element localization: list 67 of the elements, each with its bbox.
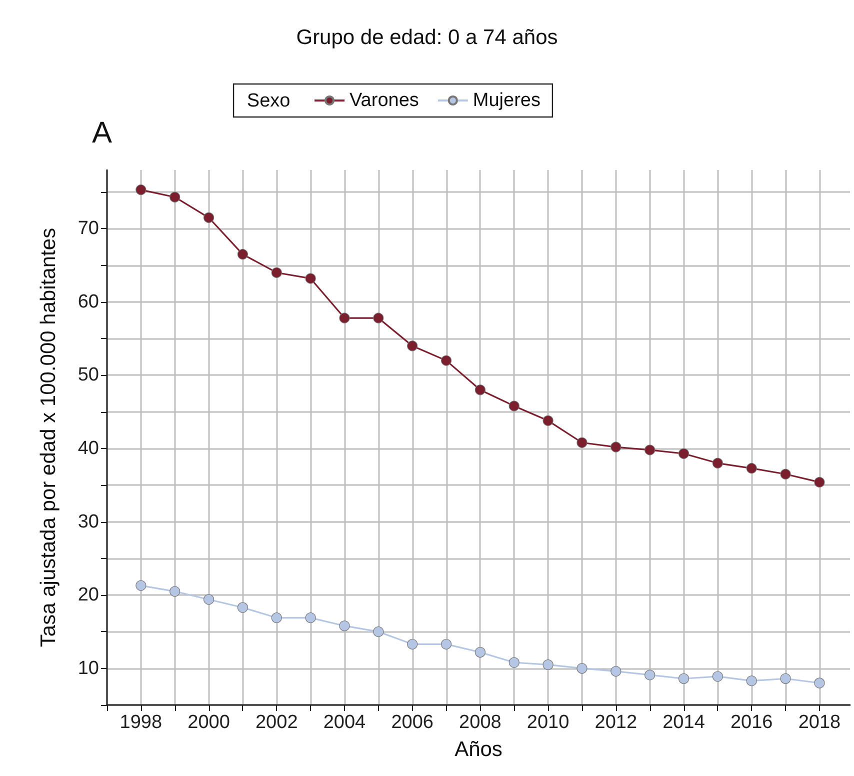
point (576, 663, 588, 674)
x-tick-label: 2016 (730, 712, 773, 733)
y-tick-label: 30 (78, 511, 99, 532)
point (610, 666, 622, 677)
point (780, 468, 791, 480)
point (136, 184, 146, 196)
x-tick-label: 2010 (526, 712, 570, 733)
point (203, 212, 214, 223)
point (644, 444, 656, 456)
point (407, 638, 418, 650)
point (237, 602, 248, 613)
point (237, 248, 248, 260)
point (271, 612, 282, 624)
point (508, 657, 520, 668)
point (814, 476, 825, 488)
point (203, 594, 214, 605)
point (508, 400, 520, 412)
point (339, 312, 350, 324)
point (814, 678, 825, 688)
point (712, 671, 723, 682)
point (440, 355, 452, 366)
point (170, 586, 180, 597)
text: A (92, 116, 112, 150)
x-tick-label: 2014 (662, 712, 706, 733)
point (373, 312, 384, 324)
legend-label: Mujeres (472, 90, 540, 111)
y-tick-label: 10 (78, 658, 99, 679)
y-tick-label: 70 (78, 218, 99, 240)
y-tick-label: 40 (78, 438, 99, 459)
point (780, 673, 791, 684)
y-tick-label: 60 (78, 291, 99, 312)
point (678, 673, 690, 684)
x-tick-label: 1998 (120, 712, 162, 733)
legend-label: Varones (350, 90, 419, 111)
x-tick-label: 2004 (323, 712, 366, 733)
point (407, 340, 418, 352)
point (474, 646, 486, 658)
point (271, 267, 282, 278)
x-tick-label: 2018 (798, 712, 841, 733)
point (373, 626, 384, 638)
point (474, 384, 486, 396)
x-tick-label: 2008 (459, 712, 502, 733)
point (712, 458, 723, 468)
point (746, 676, 757, 686)
y-tick-label: 20 (78, 584, 99, 606)
point (305, 612, 316, 624)
point (305, 273, 316, 284)
point (440, 638, 452, 650)
point (678, 448, 690, 459)
x-tick-label: 2006 (391, 712, 434, 733)
x-tick-label: 2000 (188, 712, 230, 733)
point (339, 620, 350, 632)
x-tick-label: 2002 (255, 712, 298, 733)
point (610, 442, 622, 452)
x-tick-label: 2012 (594, 712, 638, 733)
point (136, 580, 146, 591)
point (746, 462, 757, 474)
point (644, 670, 656, 680)
point (542, 415, 554, 426)
chart-title: Grupo de edad: 0 a 74 años (296, 26, 558, 49)
y-axis-title: Tasa ajustada por edad x 100.000 habitantes (37, 228, 60, 648)
y-tick-label: 50 (78, 364, 99, 386)
legend-title: Sexo (246, 90, 290, 112)
point (170, 192, 180, 202)
point (542, 659, 554, 670)
x-axis-title: Años (454, 738, 502, 761)
point (576, 437, 588, 448)
